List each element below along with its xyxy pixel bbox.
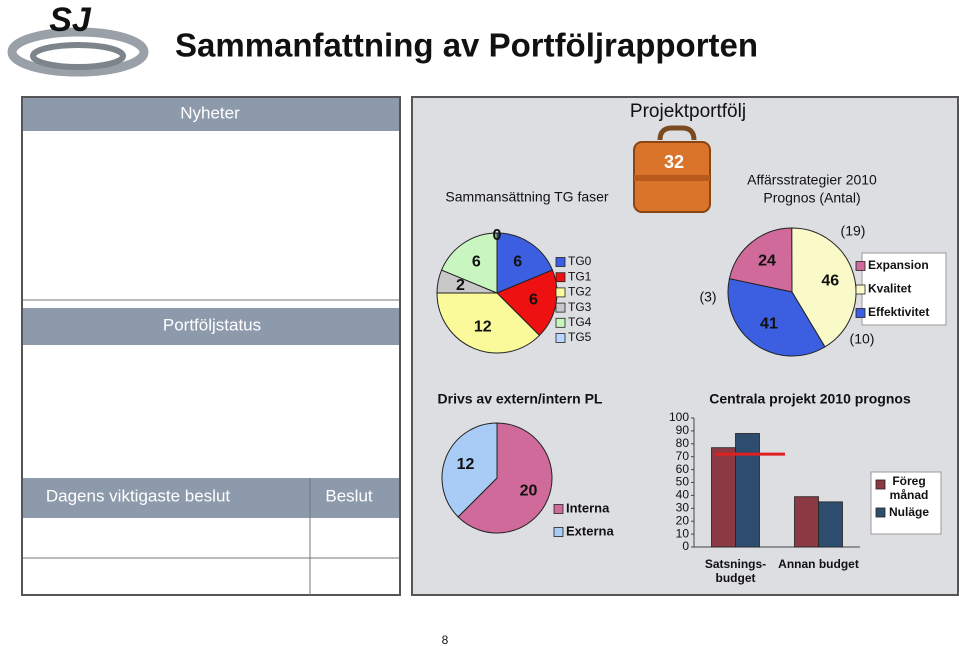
legend-swatch (855, 308, 866, 318)
legend-swatch (555, 287, 566, 298)
chart-title: Affärsstrategier 2010 (747, 172, 877, 188)
slice-label: 12 (457, 456, 475, 473)
legend-label: Interna (566, 500, 610, 515)
slice-label: 46 (821, 273, 839, 290)
chart-title: Sammansättning TG faser (445, 189, 608, 205)
legend-label: TG3 (568, 300, 592, 314)
legend-label: Effektivitet (868, 305, 929, 319)
legend-swatch (553, 527, 564, 537)
pie-slice (441, 422, 498, 518)
slice-label: 6 (529, 291, 538, 308)
y-tick-label: 10 (676, 526, 690, 540)
x-tick-label: Satsnings-budget (704, 557, 767, 585)
y-tick-label: 90 (676, 423, 690, 437)
change-label: (10) (850, 331, 875, 347)
legend-swatch (855, 284, 866, 295)
panel-frame (21, 96, 401, 596)
y-tick-label: 20 (676, 513, 690, 527)
portfolio-title: Projektportfölj (630, 101, 746, 122)
status-header: Portföljstatus (163, 315, 261, 334)
legend-swatch (555, 317, 566, 328)
legend-swatch (875, 507, 886, 518)
legend-label: Expansion (868, 258, 929, 272)
header-bar (23, 98, 399, 131)
slice-label: 12 (474, 319, 492, 336)
legend-box (861, 252, 947, 326)
slice-label: 2 (456, 277, 465, 294)
legend-label: TG0 (568, 254, 592, 268)
legend-label: Föreg månad (889, 474, 929, 502)
y-tick-label: 60 (676, 462, 690, 476)
bar (711, 447, 736, 548)
pie-slice (436, 292, 541, 354)
slice-label: 0 (493, 227, 502, 244)
pie-slice (728, 227, 793, 293)
slice-label: 41 (760, 316, 778, 333)
bar (818, 501, 843, 548)
slice-label: 20 (520, 482, 538, 499)
bar (735, 433, 760, 548)
left-panel: Nyheter Portföljstatus Dagens viktigaste… (21, 96, 401, 596)
slice-label: 6 (513, 253, 522, 270)
chart-title: Centrala projekt 2010 prognos (709, 391, 911, 407)
y-tick-label: 40 (676, 488, 690, 502)
legend-swatch (553, 504, 564, 514)
portfolio-total: 32 (664, 152, 684, 172)
decision-column: Beslut (325, 486, 373, 505)
header-bar (23, 478, 399, 518)
legend-label: TG5 (568, 330, 592, 344)
chart-title: Drivs av extern/intern PL (438, 391, 603, 407)
legend-label: TG4 (568, 315, 592, 329)
legend-swatch (555, 257, 566, 267)
legend-swatch (555, 302, 566, 313)
legend-label: TG1 (568, 269, 592, 283)
y-tick-label: 30 (676, 500, 690, 514)
legend-swatch (555, 272, 566, 283)
legend-label: Kvalitet (868, 282, 911, 296)
pie-slice (440, 232, 498, 294)
pie-slice (791, 227, 857, 348)
legend-label: Nuläge (888, 505, 929, 519)
briefcase (633, 125, 711, 213)
header-bar (23, 308, 399, 345)
logo: SJ (7, 1, 149, 77)
legend-label: TG2 (568, 285, 592, 299)
slide-title: Sammanfattning av Portföljrapporten (175, 27, 758, 64)
x-tick-label: Annan budget (778, 557, 859, 571)
page-number: 8 (442, 633, 449, 646)
pie-slice (457, 422, 553, 534)
change-label: (3) (699, 289, 716, 305)
y-tick-label: 50 (676, 475, 690, 489)
slice-label: 24 (758, 252, 776, 269)
y-tick-label: 100 (669, 410, 689, 424)
legend-swatch (855, 261, 866, 271)
change-label: (19) (841, 223, 866, 239)
legend-swatch (555, 333, 566, 343)
y-tick-label: 80 (676, 436, 690, 450)
news-header: Nyheter (180, 103, 240, 122)
bar (794, 496, 819, 548)
y-tick-label: 70 (676, 449, 690, 463)
decision-header: Dagens viktigaste beslut (46, 486, 231, 505)
legend-label: Externa (566, 523, 614, 538)
slice-label: 6 (472, 253, 481, 270)
logo-text: SJ (49, 1, 92, 39)
y-tick-label: 0 (682, 539, 689, 553)
legend-swatch (875, 479, 886, 490)
chart-subtitle: Prognos (Antal) (763, 190, 860, 206)
pie-slice (496, 232, 554, 294)
pie-slice (727, 278, 826, 357)
